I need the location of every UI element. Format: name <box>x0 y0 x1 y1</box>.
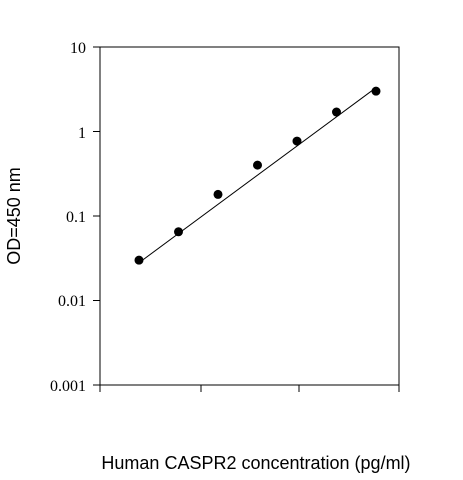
x-ticks <box>99 385 400 392</box>
data-point-2 <box>174 227 183 237</box>
y-axis-title: OD=450 nm <box>4 167 24 265</box>
y-tick-label-1: 1 <box>78 125 86 142</box>
data-point-6 <box>332 107 341 117</box>
y-tick-label-10: 10 <box>70 40 86 57</box>
data-point-4 <box>253 160 262 170</box>
x-axis-title: Human CASPR2 concentration (pg/ml) <box>101 453 410 473</box>
plot-frame <box>99 46 400 386</box>
points-group <box>134 86 381 265</box>
data-point-1 <box>134 255 144 265</box>
y-tick-label-0.1: 0.1 <box>66 209 86 226</box>
data-point-5 <box>292 136 302 146</box>
data-point-3 <box>213 189 223 199</box>
data-point-7 <box>371 86 381 96</box>
y-tick-label-0.01: 0.01 <box>58 293 86 310</box>
y-tick-label-0.001: 0.001 <box>50 378 86 395</box>
y-ticks <box>93 46 100 386</box>
